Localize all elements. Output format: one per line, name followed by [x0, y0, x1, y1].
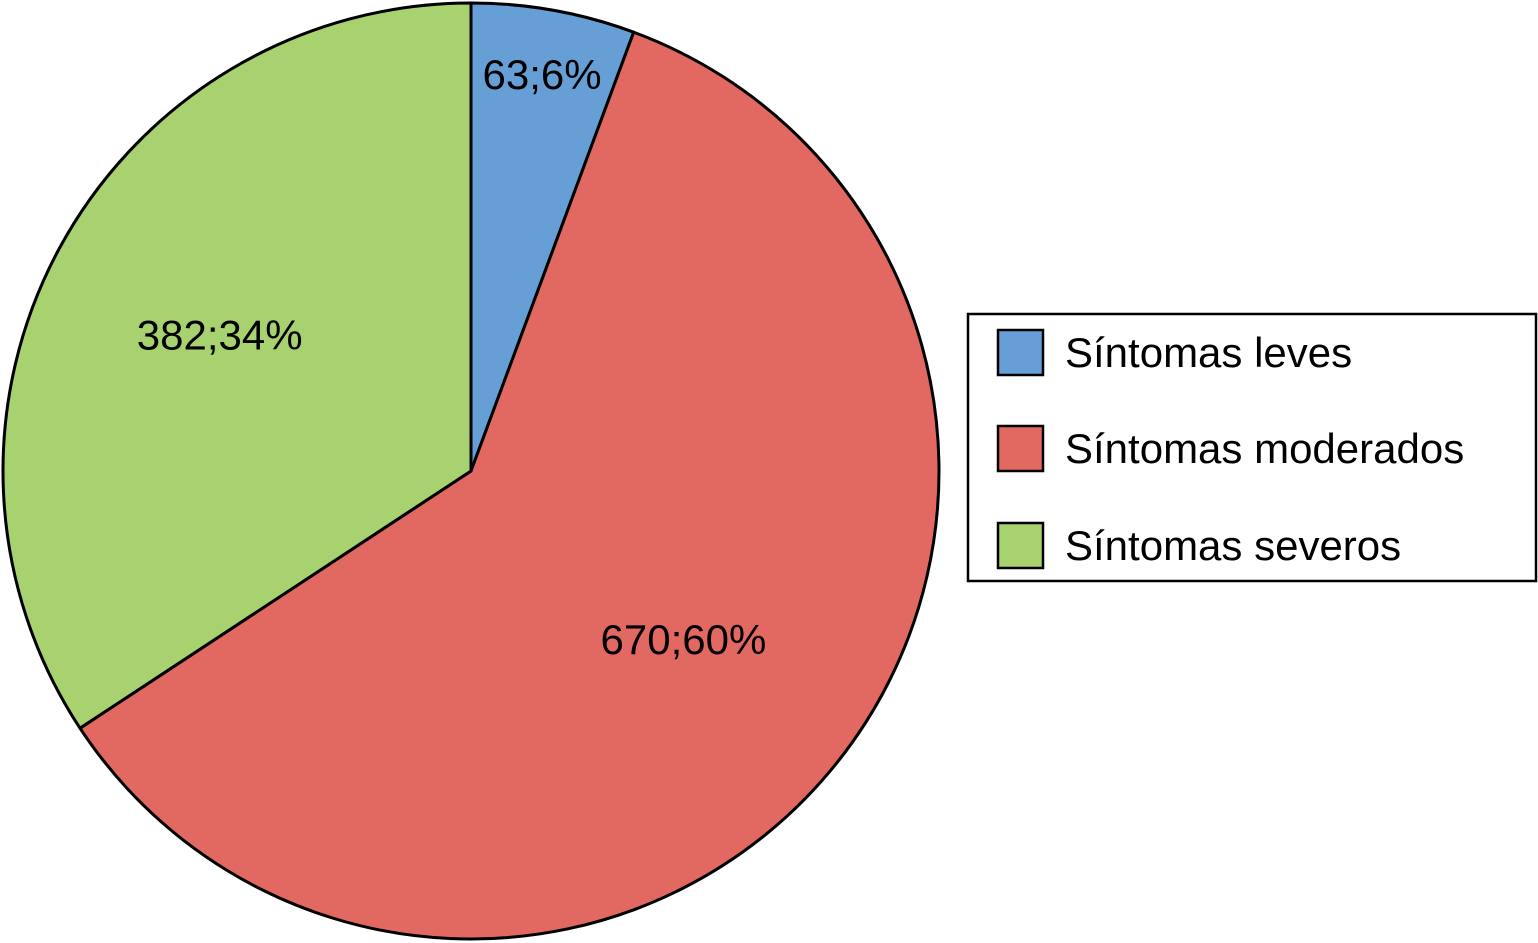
legend-swatch-3 — [996, 521, 1045, 570]
legend: Síntomas leves Síntomas moderados Síntomas… — [966, 312, 1538, 583]
legend-label-3: Síntomas severos — [1065, 522, 1401, 569]
pie-slice-3 — [1, 1, 473, 730]
pie-slice-2 — [78, 30, 941, 941]
data-label-1: 63;6% — [483, 51, 602, 98]
data-label-2: 670;60% — [601, 616, 767, 663]
legend-label-1: Síntomas leves — [1065, 329, 1352, 376]
legend-items: Síntomas leves Síntomas moderados Síntomas… — [996, 328, 1464, 570]
legend-frame — [966, 312, 1538, 583]
legend-swatch-2 — [996, 424, 1045, 473]
pie-data-labels: 63;6% 670;60% 382;34% — [137, 51, 767, 663]
pie-slice-1 — [469, 1, 636, 473]
data-label-3: 382;34% — [137, 312, 303, 359]
pie-slices — [1, 1, 941, 941]
legend-swatch-1 — [996, 328, 1045, 377]
legend-label-2: Síntomas moderados — [1065, 425, 1464, 472]
